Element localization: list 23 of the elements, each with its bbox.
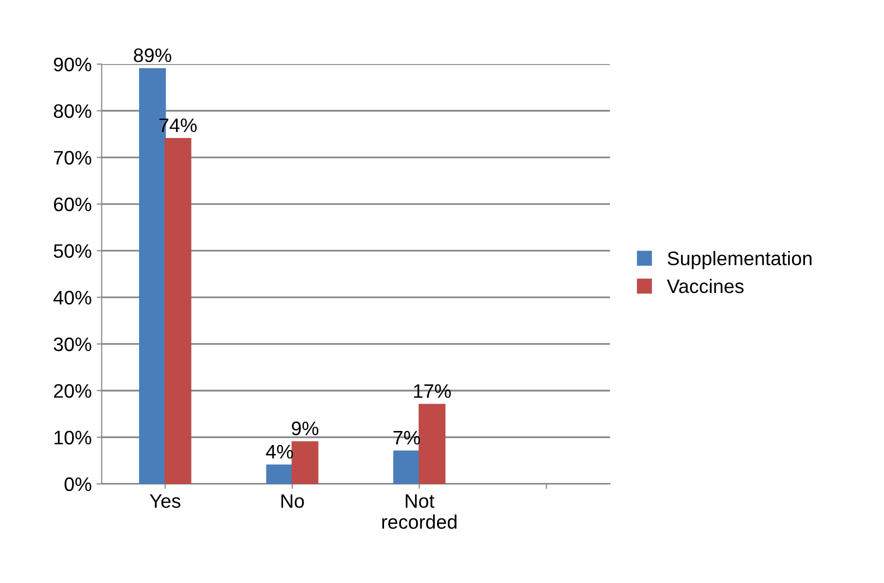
bar — [266, 464, 293, 484]
y-tick-label: 60% — [54, 198, 92, 212]
bar — [418, 404, 446, 484]
y-tick-label: 50% — [54, 244, 92, 258]
x-tick-label: Yes — [150, 494, 180, 508]
legend-label: Supplementation — [668, 251, 812, 270]
y-tick-label: 20% — [54, 384, 92, 398]
bar — [292, 441, 318, 484]
bar — [164, 138, 192, 484]
y-tick-label: 40% — [53, 290, 92, 305]
y-tick-label: 80% — [54, 104, 92, 118]
data-label: 17% — [414, 384, 451, 398]
x-tick-label: Not recorded — [382, 494, 456, 529]
y-tick-label: 70% — [54, 150, 92, 165]
legend-label: Vaccines — [666, 278, 744, 294]
data-label: 9% — [292, 422, 318, 436]
bar — [393, 450, 420, 484]
y-tick-label: 10% — [54, 430, 92, 444]
x-tick-label: No — [281, 494, 304, 508]
y-tick-label: 90% — [54, 58, 92, 72]
data-label: 89% — [134, 48, 172, 62]
y-tick-label: 0% — [64, 477, 92, 492]
y-tick-label: 30% — [54, 337, 92, 352]
